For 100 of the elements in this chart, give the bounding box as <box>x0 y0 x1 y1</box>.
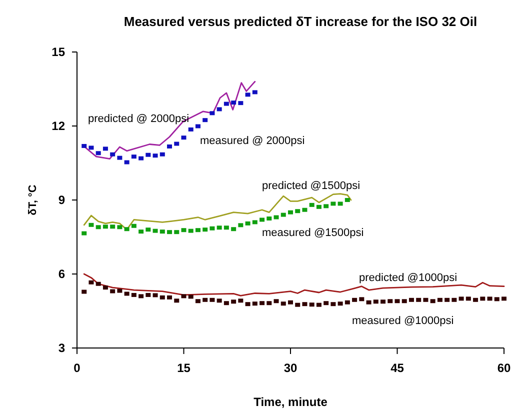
point <box>82 290 87 294</box>
point <box>216 226 222 230</box>
point <box>224 301 229 306</box>
y-tick-label: 3 <box>58 341 66 356</box>
point <box>260 301 265 306</box>
point <box>231 300 236 304</box>
point <box>295 302 300 307</box>
point <box>288 210 293 214</box>
point <box>202 228 208 232</box>
point <box>344 300 350 304</box>
point <box>195 124 200 128</box>
point <box>458 296 464 301</box>
point <box>388 299 393 304</box>
point <box>338 202 343 206</box>
point <box>152 154 158 158</box>
point <box>202 298 208 302</box>
point <box>117 288 122 293</box>
point <box>423 298 428 302</box>
y-tick-label: 9 <box>58 193 66 208</box>
x-tick-label: 30 <box>284 361 298 375</box>
point <box>82 144 87 148</box>
point <box>224 102 229 106</box>
point <box>195 299 200 304</box>
point <box>394 299 400 304</box>
point <box>138 156 144 160</box>
point <box>324 204 329 208</box>
series-label: predicted @1000psi <box>359 272 458 284</box>
point <box>231 100 236 105</box>
point <box>359 297 364 302</box>
point <box>181 228 186 232</box>
point <box>380 300 386 304</box>
point <box>138 294 144 298</box>
point <box>202 118 208 122</box>
point <box>245 92 250 97</box>
point <box>408 298 414 302</box>
point <box>330 302 336 306</box>
point <box>266 216 272 220</box>
point <box>330 202 336 206</box>
point <box>174 230 180 234</box>
point <box>146 228 151 232</box>
point <box>373 300 378 304</box>
point <box>152 228 158 233</box>
point <box>280 302 286 306</box>
x-axis-title: Time, minute <box>254 395 328 409</box>
point <box>102 286 108 290</box>
point <box>152 293 158 298</box>
point <box>344 198 350 202</box>
point <box>473 298 478 302</box>
point <box>124 227 130 232</box>
point <box>96 282 101 286</box>
point <box>88 146 94 150</box>
point <box>444 298 450 302</box>
point <box>274 299 279 304</box>
point <box>110 289 116 294</box>
point <box>188 228 194 233</box>
series-label: predicted @1500psi <box>262 180 360 192</box>
y-tick-label: 6 <box>58 267 66 282</box>
point <box>96 151 101 156</box>
point <box>466 296 471 301</box>
point <box>82 231 87 236</box>
point <box>252 90 258 94</box>
point <box>338 302 343 306</box>
point <box>252 220 258 224</box>
point <box>181 294 186 298</box>
point <box>238 223 244 228</box>
point <box>160 152 165 156</box>
point <box>210 111 215 116</box>
point <box>266 301 272 306</box>
point <box>167 230 172 234</box>
point <box>160 295 165 300</box>
point <box>146 292 151 297</box>
point <box>110 224 116 229</box>
x-tick-label: 0 <box>74 361 81 375</box>
point <box>487 296 492 301</box>
point <box>110 152 116 156</box>
point <box>437 298 442 302</box>
point <box>480 296 486 301</box>
point <box>131 154 136 159</box>
point <box>195 228 200 232</box>
point <box>124 160 130 164</box>
point <box>181 136 186 140</box>
point <box>96 225 101 230</box>
point <box>302 302 308 306</box>
series-label: measured @1000psi <box>352 314 454 327</box>
point <box>252 302 258 306</box>
point <box>302 208 308 212</box>
point <box>288 300 293 304</box>
series-label: measured @1500psi <box>262 226 364 239</box>
series-label: measured @ 2000psi <box>200 134 305 147</box>
point <box>416 298 422 302</box>
point <box>274 215 279 220</box>
point <box>324 301 329 306</box>
point <box>117 225 122 230</box>
point <box>494 297 500 302</box>
point <box>146 152 151 157</box>
point <box>174 298 180 303</box>
point <box>231 227 236 232</box>
point <box>309 202 314 207</box>
point <box>430 299 436 304</box>
y-axis-title: δT, °C <box>27 184 39 216</box>
